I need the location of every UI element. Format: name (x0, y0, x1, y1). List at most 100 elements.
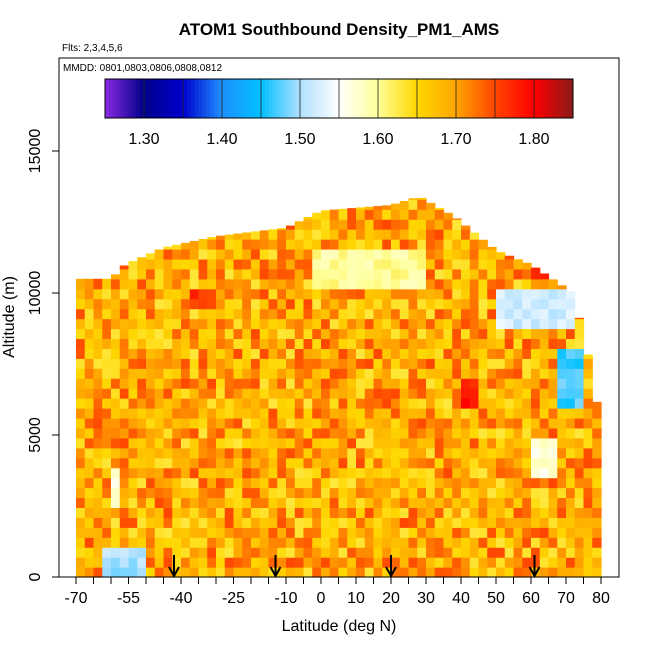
heat-cell (513, 557, 523, 568)
heat-cell (364, 338, 375, 349)
heat-cell (84, 507, 95, 518)
heat-cell (251, 497, 261, 509)
heat-cell (487, 348, 497, 359)
heat-cell (583, 557, 593, 568)
heat-cell (198, 417, 208, 429)
heat-cell (233, 417, 243, 429)
colorbar-swatch (218, 79, 223, 118)
heat-cell (452, 219, 462, 230)
heat-cell (382, 219, 392, 230)
heat-cell (373, 567, 383, 578)
heat-cell (469, 477, 480, 489)
heat-cell (347, 219, 357, 230)
heat-cell (242, 318, 252, 330)
heat-cell (592, 527, 602, 538)
heat-cell (111, 298, 121, 310)
heat-cell (399, 427, 410, 439)
heat-cell (233, 527, 243, 538)
heat-cell (452, 288, 462, 300)
heat-cell (461, 318, 471, 330)
heat-cell (399, 537, 410, 548)
heat-cell (251, 268, 261, 280)
heat-cell (303, 338, 313, 349)
heat-cell (268, 278, 278, 290)
heat-cell (373, 507, 383, 518)
heat-cell (461, 408, 471, 419)
heat-cell (478, 537, 488, 548)
heat-cell (566, 567, 576, 578)
heat-cell (399, 467, 410, 479)
heat-cell (294, 278, 305, 290)
heat-cell (531, 298, 541, 310)
heat-cell (163, 497, 173, 509)
heat-cell (574, 328, 585, 340)
heat-cell (268, 358, 278, 369)
heat-cell (469, 547, 480, 558)
colorbar-swatch (159, 79, 164, 118)
heat-cell (286, 408, 296, 419)
heat-cell (128, 348, 138, 359)
heat-cell (224, 437, 235, 449)
heat-cell (338, 427, 348, 439)
heat-cell (224, 239, 235, 250)
heat-cell (338, 447, 348, 459)
heat-cell (522, 477, 532, 489)
heat-cell (312, 348, 322, 359)
heat-cell (102, 437, 112, 449)
heat-cell (84, 527, 95, 538)
heat-cell (268, 467, 278, 479)
colorbar-swatch (296, 79, 301, 118)
heat-cell (592, 467, 602, 479)
heat-cell (207, 348, 217, 359)
heat-cell (531, 408, 541, 419)
heat-cell (251, 457, 261, 469)
heat-cell (242, 477, 252, 489)
heat-cell (408, 437, 418, 449)
heat-cell (146, 308, 156, 320)
heat-cell (434, 497, 445, 509)
heat-cell (347, 328, 357, 340)
heat-cell (268, 308, 278, 320)
heat-cell (347, 437, 357, 449)
heat-cell (347, 268, 357, 280)
heat-cell (321, 487, 331, 499)
heat-cell (382, 358, 392, 369)
heat-cell (426, 239, 436, 250)
heat-cell (303, 547, 313, 558)
heat-cell (408, 318, 418, 330)
heat-cell (364, 209, 375, 220)
heat-cell (189, 398, 200, 409)
heat-cell (557, 507, 567, 518)
colorbar-swatch (378, 79, 383, 118)
heat-cell (216, 537, 226, 548)
heat-cell (102, 417, 112, 429)
heat-cell (198, 517, 208, 528)
heat-cell (434, 348, 445, 359)
heat-cell (242, 457, 252, 469)
heat-cell (382, 388, 392, 399)
heat-cell (303, 517, 313, 528)
heat-cell (163, 537, 173, 548)
heat-cell (163, 378, 173, 389)
heat-cell (531, 267, 541, 270)
heat-cell (146, 408, 156, 419)
heat-cell (76, 527, 86, 538)
heat-cell (224, 477, 235, 489)
heat-cell (163, 288, 173, 300)
heat-cell (251, 368, 261, 379)
heat-cell (329, 437, 340, 449)
heat-cell (504, 457, 515, 469)
heat-cell (198, 318, 208, 330)
heat-cell (242, 298, 252, 310)
heat-cell (504, 298, 515, 310)
heat-cell (522, 517, 532, 528)
colorbar-swatch (557, 79, 562, 118)
heat-cell (242, 358, 252, 369)
heat-cell (216, 388, 226, 399)
heat-cell (277, 368, 287, 379)
heat-cell (154, 258, 165, 270)
heat-cell (312, 219, 322, 230)
heat-cell (268, 388, 278, 399)
heat-cell (146, 447, 156, 459)
heat-cell (478, 437, 488, 449)
